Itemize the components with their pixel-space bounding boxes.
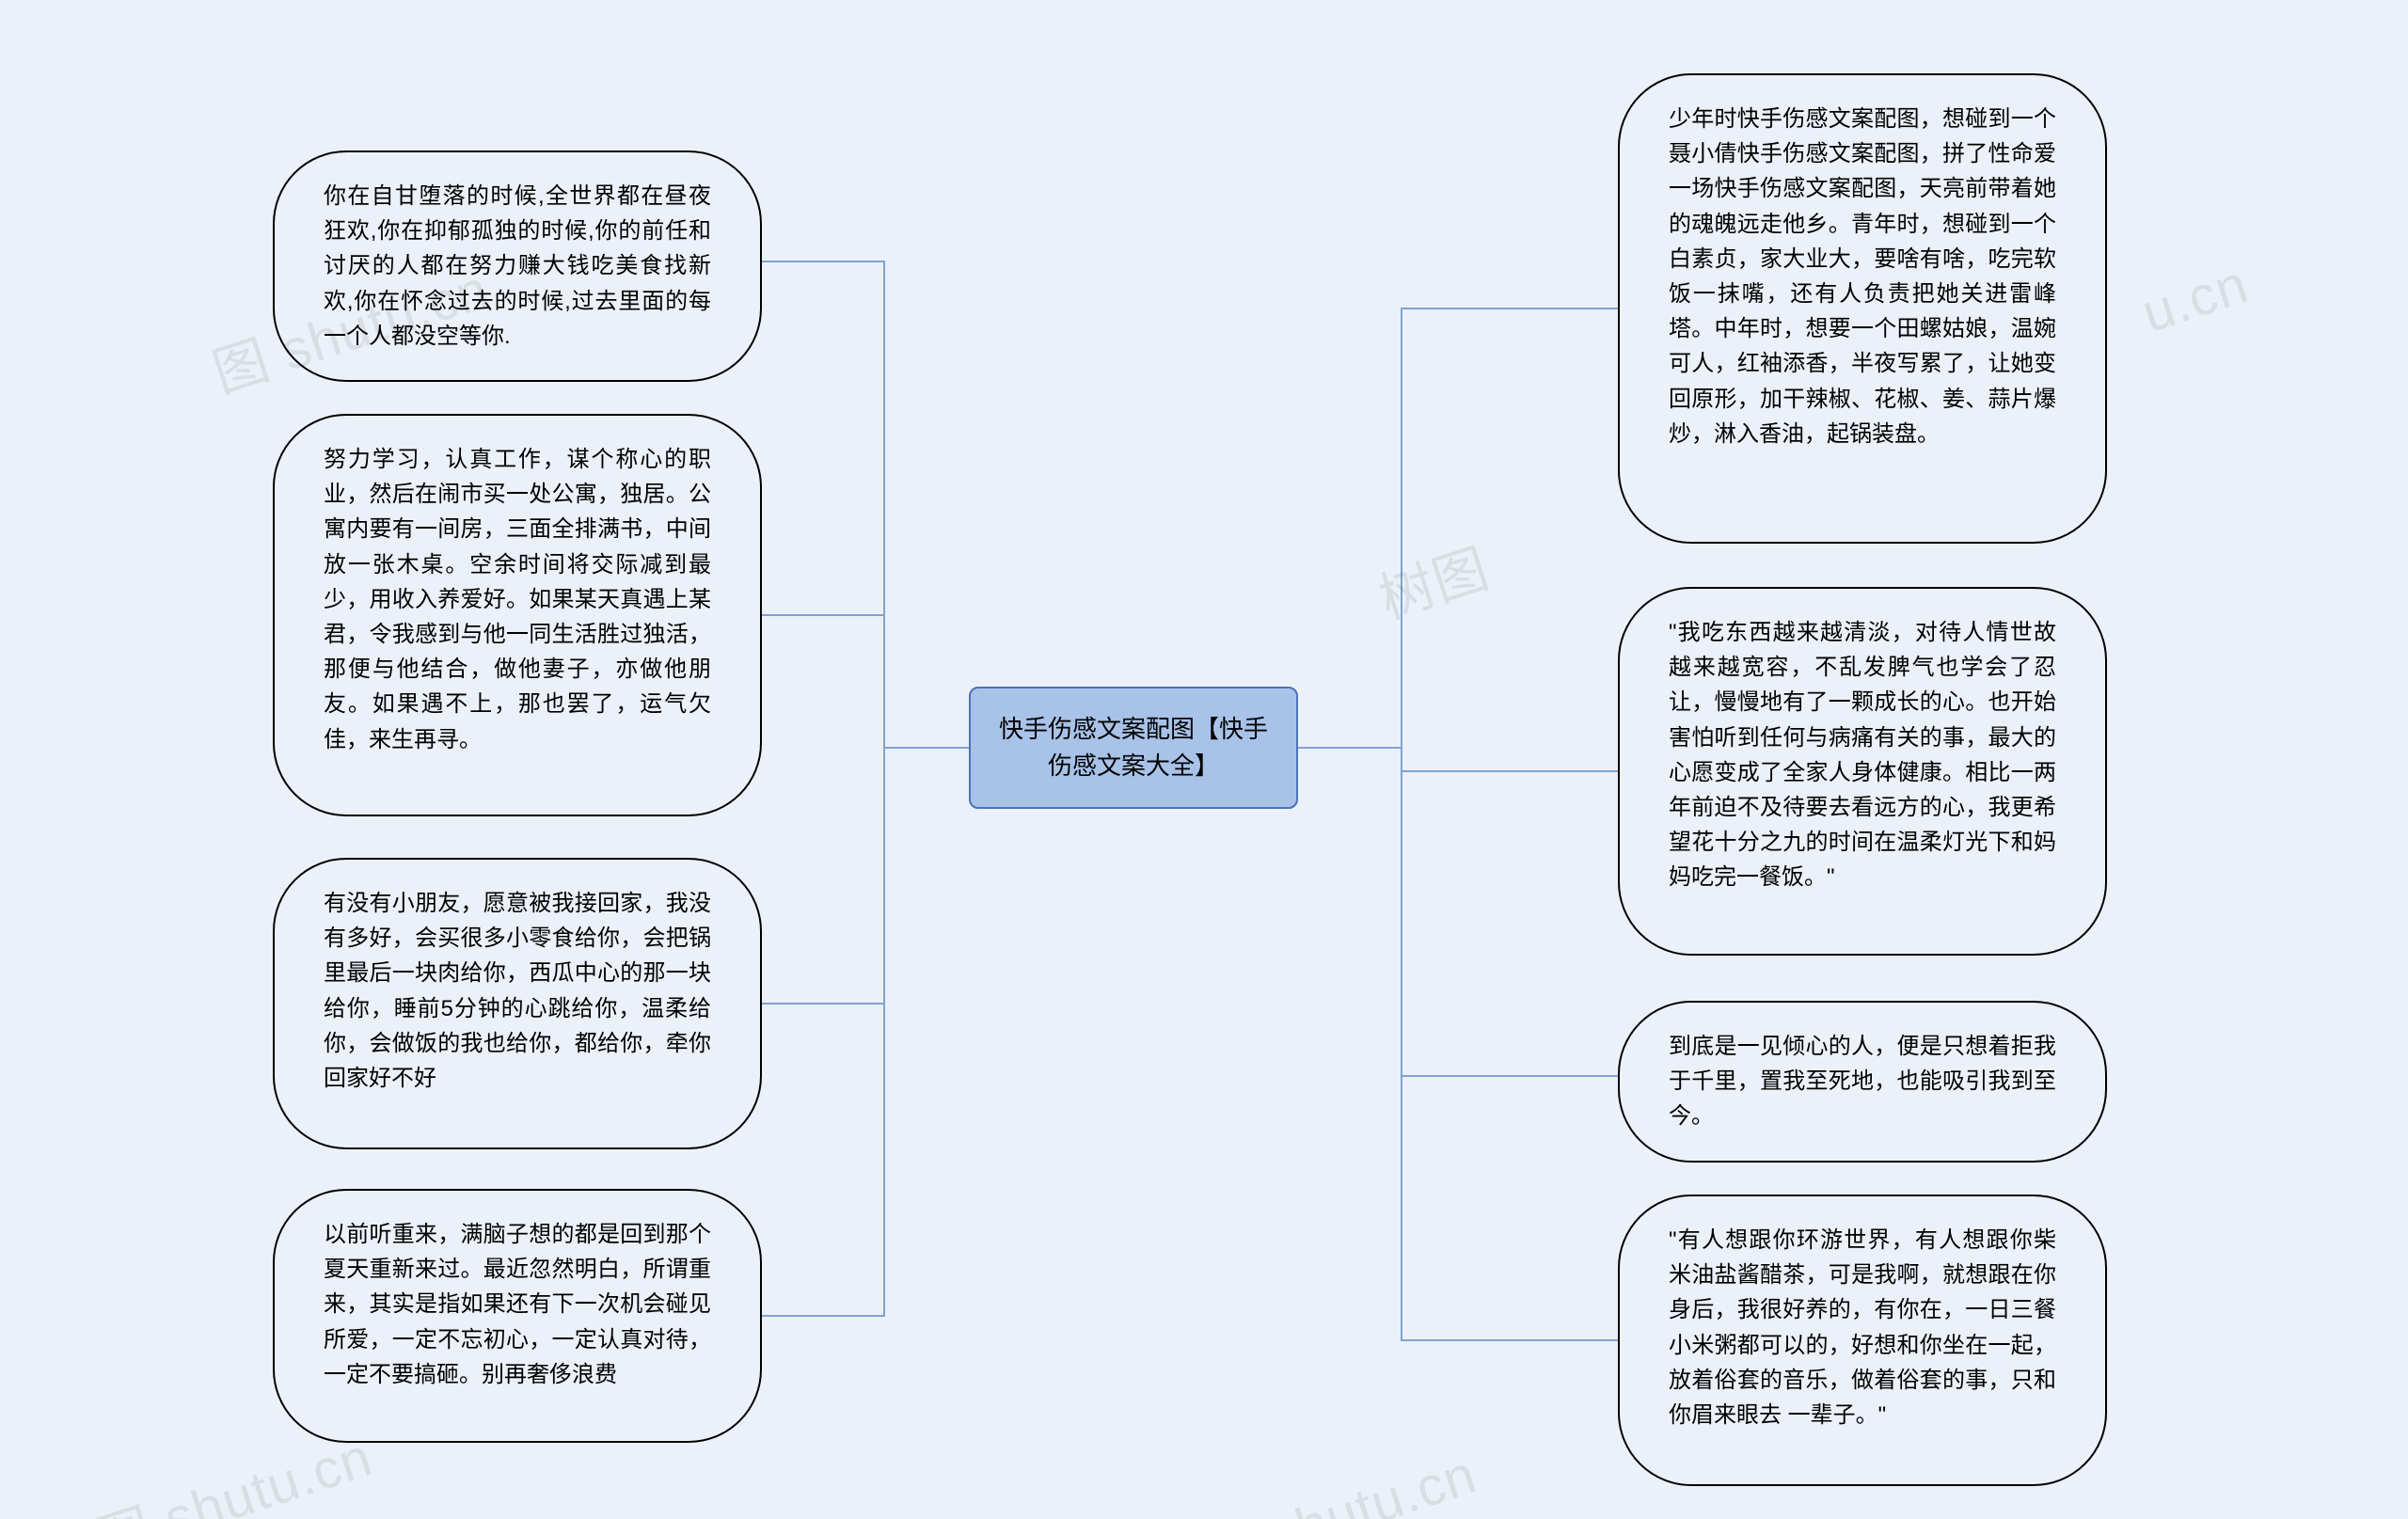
right-node-3[interactable]: "有人想跟你环游世界，有人想跟你柴米油盐酱醋茶，可是我啊，就想跟在你身后，我很好… <box>1618 1195 2107 1486</box>
left-node-1[interactable]: 努力学习，认真工作，谋个称心的职业，然后在闹市买一处公寓，独居。公寓内要有一间房… <box>273 414 762 816</box>
right-node-2[interactable]: 到底是一见倾心的人，便是只想着拒我于千里，置我至死地，也能吸引我到至今。 <box>1618 1001 2107 1163</box>
left-node-0[interactable]: 你在自甘堕落的时候,全世界都在昼夜狂欢,你在抑郁孤独的时候,你的前任和讨厌的人都… <box>273 150 762 382</box>
right-node-1[interactable]: "我吃东西越来越清淡，对待人情世故越来越宽容，不乱发脾气也学会了忍让，慢慢地有了… <box>1618 587 2107 956</box>
right-node-0[interactable]: 少年时快手伤感文案配图，想碰到一个聂小倩快手伤感文案配图，拼了性命爱一场快手伤感… <box>1618 73 2107 544</box>
center-node[interactable]: 快手伤感文案配图【快手伤感文案大全】 <box>969 687 1298 809</box>
left-node-2[interactable]: 有没有小朋友，愿意被我接回家，我没有多好，会买很多小零食给你，会把锅里最后一块肉… <box>273 858 762 1149</box>
left-node-3[interactable]: 以前听重来，满脑子想的都是回到那个夏天重新来过。最近忽然明白，所谓重来，其实是指… <box>273 1189 762 1443</box>
mindmap-canvas: 快手伤感文案配图【快手伤感文案大全】 你在自甘堕落的时候,全世界都在昼夜狂欢,你在… <box>0 0 2408 1519</box>
